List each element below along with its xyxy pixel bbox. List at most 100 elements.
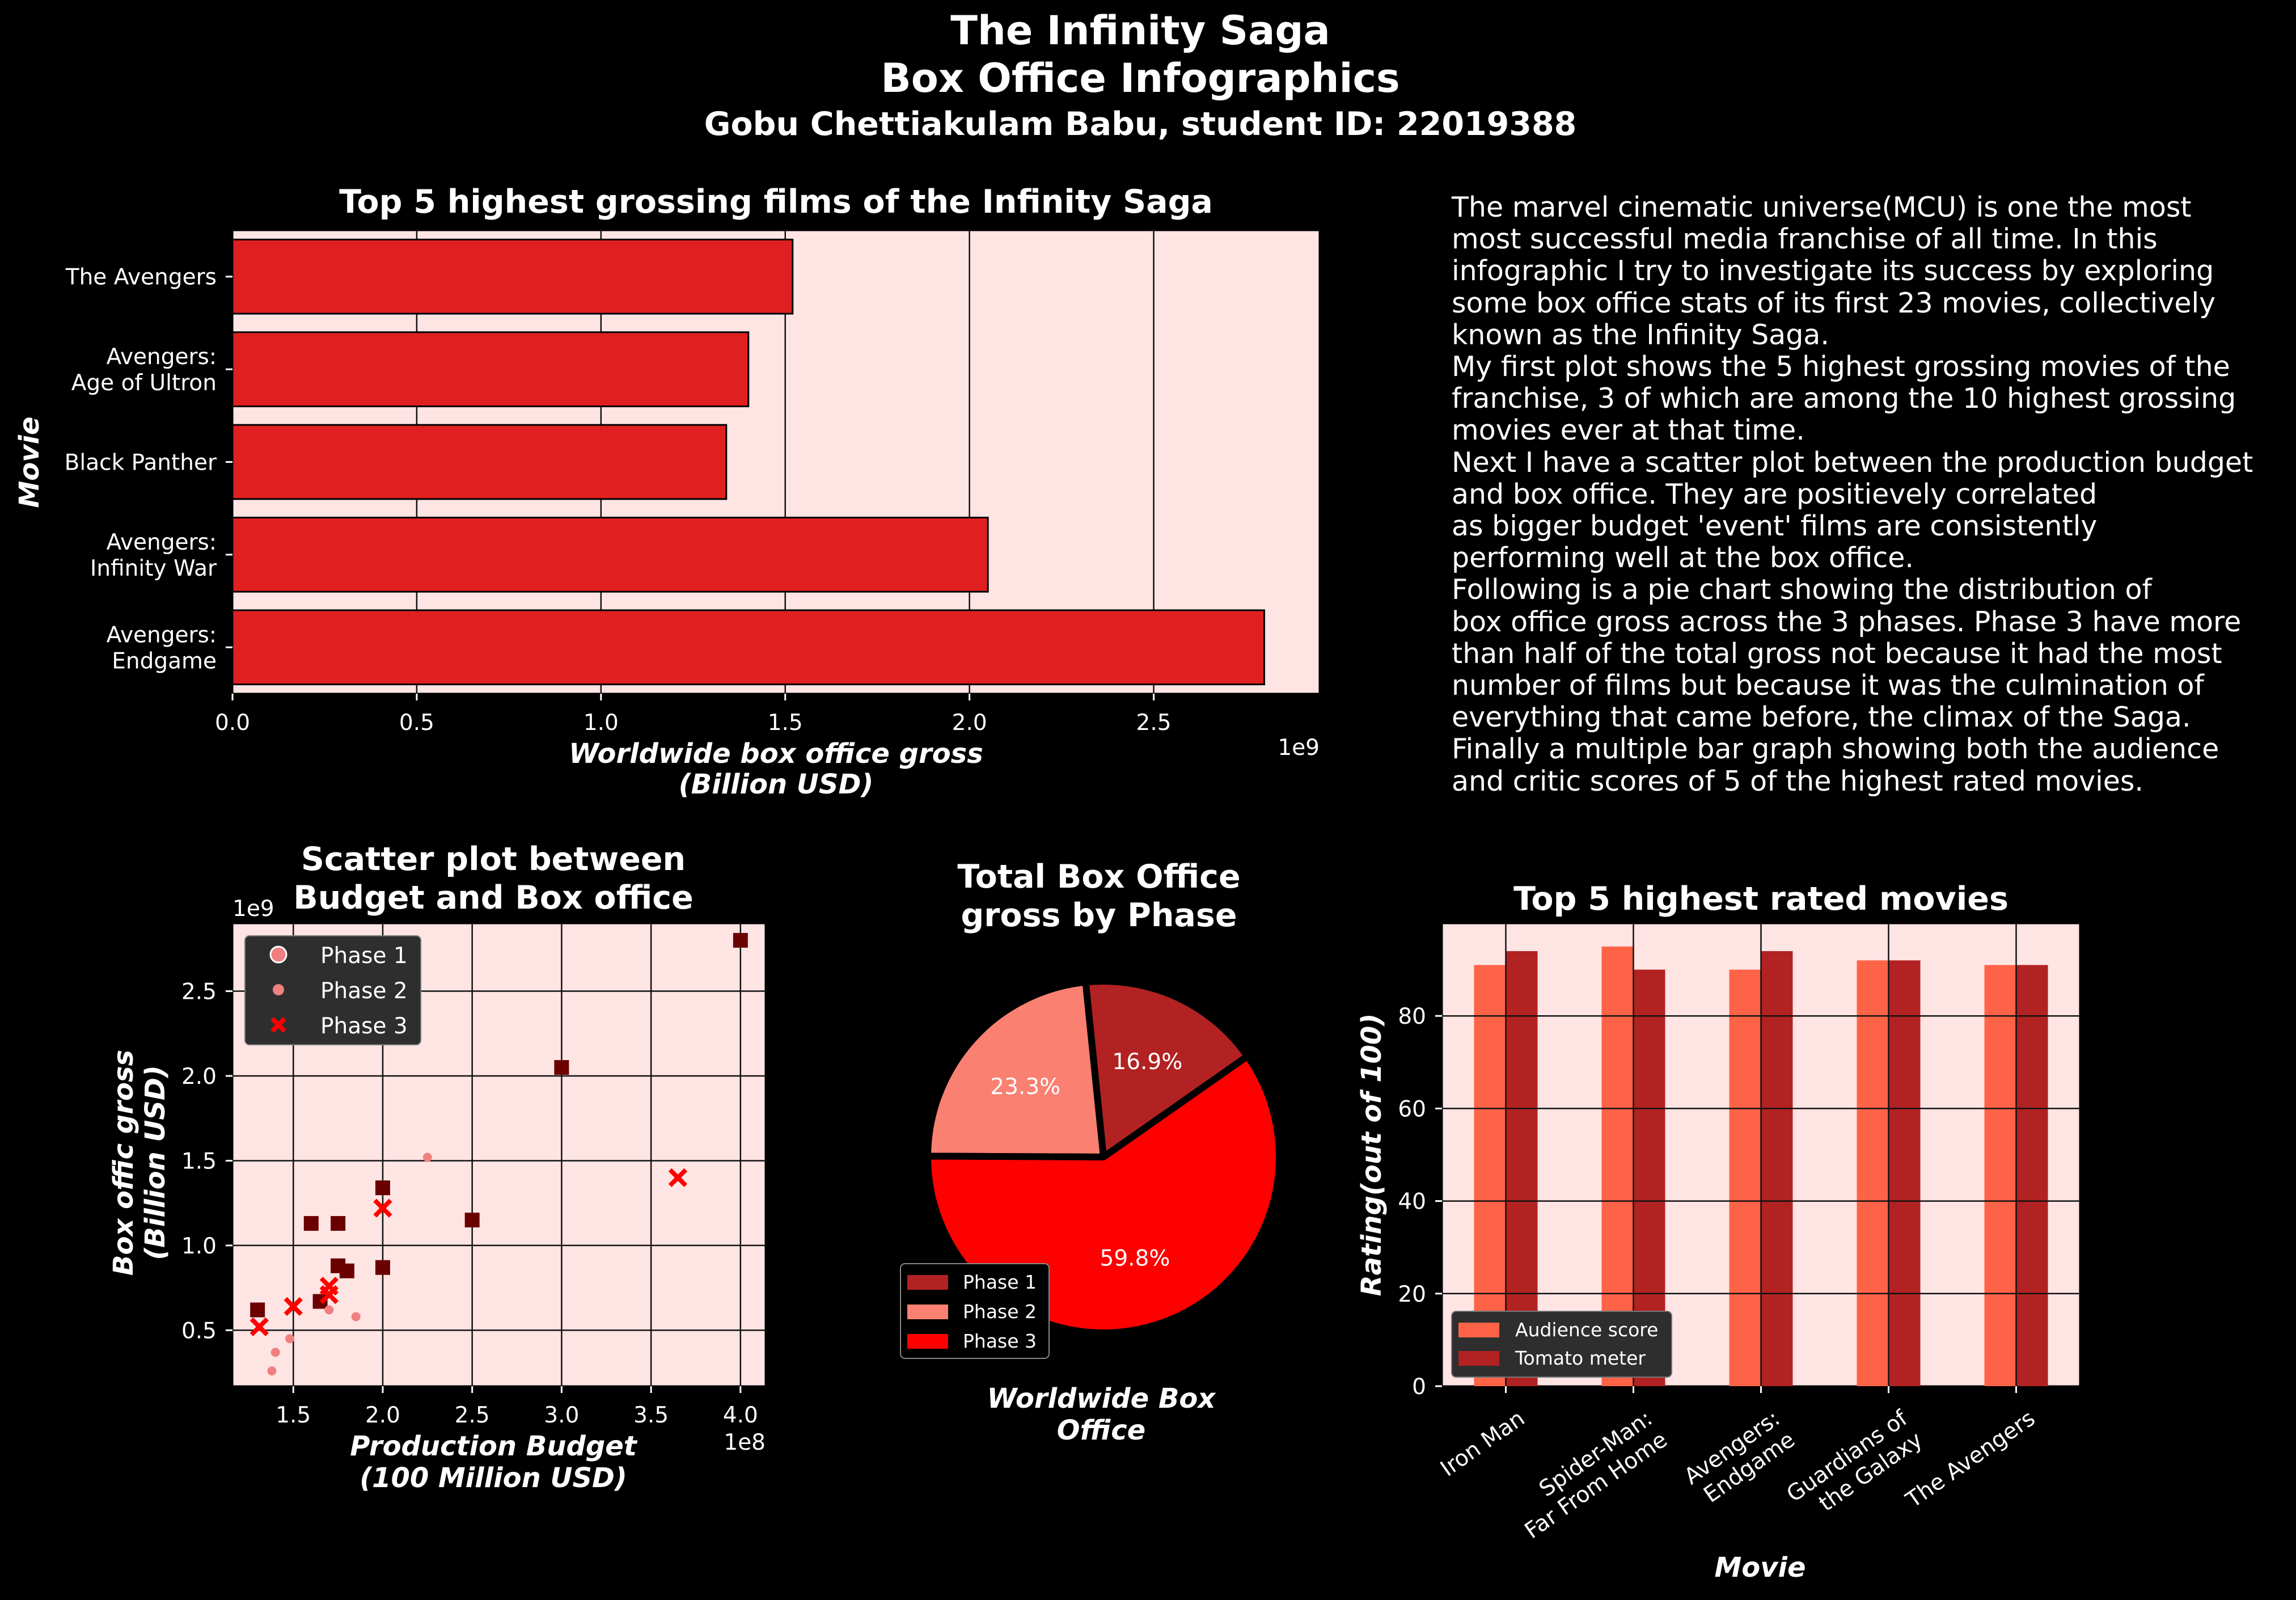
y-tick-label: Avengers: <box>107 344 217 370</box>
legend-box <box>1451 1311 1672 1378</box>
x-axis-label: (Billion USD) <box>679 769 874 800</box>
phase3-point <box>250 1317 269 1337</box>
y-axis-label: Box offic gross <box>108 1050 139 1276</box>
x-tick-label: The Avengers <box>1901 1405 2040 1513</box>
description-line: franchise, 3 of which are among the 10 h… <box>1452 382 2236 415</box>
legend-label: Phase 3 <box>320 1014 408 1039</box>
bar-2 <box>231 424 728 500</box>
y-tick-label: 80 <box>1398 1004 1426 1029</box>
x-offset-label: 1e9 <box>1278 735 1320 761</box>
chart-title: Scatter plot between <box>301 841 686 878</box>
description-line: Following is a pie chart showing the dis… <box>1452 573 2152 606</box>
pie-pct-label: 23.3% <box>990 1074 1060 1100</box>
x-offset-label: 1e8 <box>724 1430 766 1455</box>
y-tick-label: 20 <box>1398 1282 1426 1307</box>
legend-swatch <box>907 1305 948 1319</box>
pie-slice-1 <box>1082 978 1251 1160</box>
phase2-point <box>422 1152 432 1162</box>
chart-title: Top 5 highest rated movies <box>1513 880 2009 918</box>
y-tick-label: Avengers: <box>107 622 217 648</box>
top-rated-bar-chart: 0 20 40 60 80 Iron Man Spider-Man:Far From Hom… <box>1356 880 2081 1584</box>
phase2-point <box>351 1312 361 1322</box>
audience-bar <box>1729 969 1761 1386</box>
bar-4 <box>231 609 1266 686</box>
figure-title-line2: Box Office Infographics <box>881 55 1399 102</box>
legend-label: Phase 1 <box>963 1271 1037 1293</box>
description-line: performing well at the box office. <box>1452 542 1914 575</box>
description-line: infographic I try to investigate its suc… <box>1452 255 2214 288</box>
legend-label: Phase 2 <box>320 978 408 1004</box>
pie-legend: Phase 1 Phase 2 Phase 3 <box>900 1263 1050 1359</box>
phase1-point <box>554 1060 569 1075</box>
phase1-point <box>331 1216 346 1231</box>
description-line: movies ever at that time. <box>1452 414 1805 447</box>
phase2-point <box>285 1334 294 1344</box>
description-line: box office gross across the 3 phases. Ph… <box>1452 605 2242 638</box>
legend-label: Phase 1 <box>320 943 408 969</box>
description-line: My first plot shows the 5 highest grossi… <box>1452 351 2230 383</box>
x-tick-label: 2.0 <box>365 1403 400 1428</box>
x-axis-label: Production Budget <box>350 1430 638 1462</box>
x-tick-label: 1.5 <box>276 1403 311 1428</box>
phase1-point <box>339 1263 354 1278</box>
budget-boxoffice-scatter-chart: 1.5 2.0 2.5 3.0 3.5 4.0 0.5 1.0 1.5 2.0 2.5 Phase 1… <box>108 841 767 1494</box>
y-tick-label: 1.5 <box>181 1149 217 1174</box>
y-tick-label: 2.0 <box>181 1064 217 1090</box>
x-tick-label: 3.0 <box>544 1403 579 1428</box>
x-tick-label: 2.0 <box>952 710 987 736</box>
legend-label: Phase 2 <box>963 1301 1037 1323</box>
y-tick-label: 0.5 <box>181 1318 217 1344</box>
phase1-point <box>464 1213 480 1228</box>
description-line: some box office stats of its first 23 mo… <box>1452 286 2216 319</box>
phase2-point <box>324 1305 334 1315</box>
pie-pct-label: 16.9% <box>1112 1049 1182 1075</box>
y-offset-label: 1e9 <box>232 896 274 922</box>
tomato-bar <box>2016 965 2048 1386</box>
x-tick-label: 2.5 <box>455 1403 490 1428</box>
y-tick-label: Age of Ultron <box>71 370 217 396</box>
legend-swatch <box>1458 1351 1499 1366</box>
y-tick-label: Avengers: <box>107 530 217 555</box>
figure-title-line1: The Infinity Saga <box>950 7 1330 54</box>
chart-title: gross by Phase <box>961 897 1237 934</box>
y-axis-label: Rating(out of 100) <box>1356 1014 1388 1297</box>
phase1-point <box>303 1216 319 1231</box>
legend-swatch <box>907 1275 948 1290</box>
phase2-point <box>267 1366 277 1376</box>
description-line: Next I have a scatter plot between the p… <box>1452 446 2253 479</box>
description-line: than half of the total gross not because… <box>1452 637 2222 670</box>
x-tick-label-group: Avengers:Endgame <box>1680 1405 1799 1508</box>
phase1-point <box>250 1302 265 1318</box>
pie-slice-2 <box>924 978 1107 1160</box>
pie-pct-label: 59.8% <box>1100 1246 1170 1272</box>
y-tick-label: 2.5 <box>181 980 217 1005</box>
legend-marker <box>270 1017 286 1033</box>
phase3-point <box>668 1168 688 1188</box>
x-tick-label: 0.0 <box>215 710 250 736</box>
y-tick-label: 40 <box>1398 1189 1426 1215</box>
phase3-point <box>284 1297 303 1316</box>
audience-bar <box>1984 965 2016 1386</box>
chart-title: Top 5 highest grossing films of the Infi… <box>339 183 1213 221</box>
x-axis-label: Movie <box>1714 1552 1805 1584</box>
phase3-point <box>319 1276 339 1296</box>
description-line: most successful media franchise of all t… <box>1452 223 2158 256</box>
rating-legend: Audience score Tomato meter <box>1451 1311 1672 1378</box>
chart-title: Total Box Office <box>957 858 1240 896</box>
chart-title: Budget and Box office <box>293 879 693 917</box>
y-tick-label: Endgame <box>112 648 217 674</box>
phase2-point <box>270 1348 280 1357</box>
phase3-point <box>373 1198 392 1218</box>
legend-label: Audience score <box>1515 1319 1658 1341</box>
x-tick-label: 0.5 <box>399 710 434 736</box>
description-paragraph: The marvel cinematic universe(MCU) is on… <box>1452 191 2291 797</box>
x-tick-label-group: Iron Man <box>1436 1405 1529 1481</box>
tomato-bar <box>1888 960 1921 1386</box>
bar-1 <box>231 331 750 407</box>
figure-subtitle: Gobu Chettiakulam Babu, student ID: 2201… <box>704 105 1577 143</box>
pie-xlabel: Office <box>1057 1415 1145 1446</box>
